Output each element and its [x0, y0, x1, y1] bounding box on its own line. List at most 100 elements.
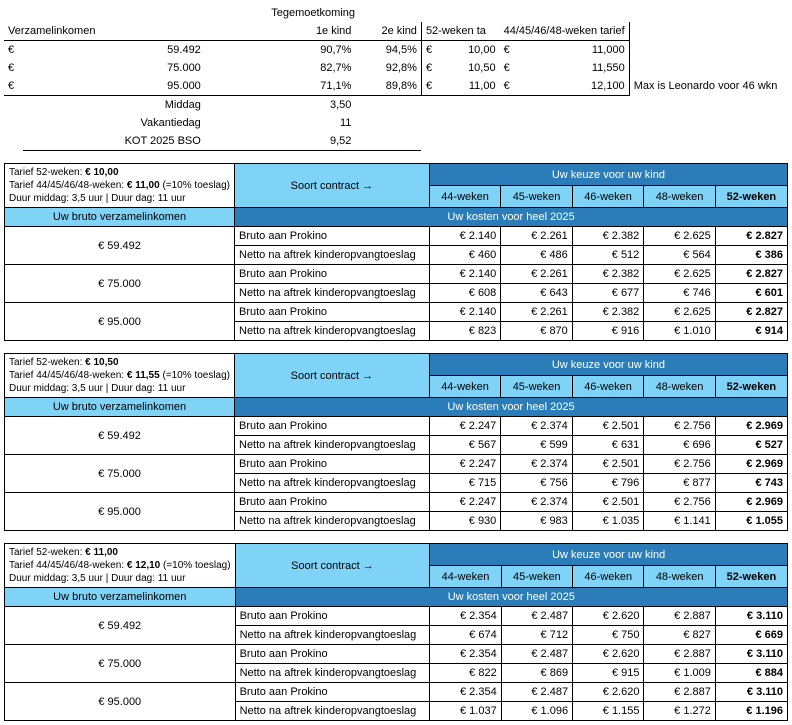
bruto-val: € 2.487 [501, 645, 572, 664]
bruto-val: € 2.382 [572, 303, 644, 322]
kosten-header: Uw kosten voor heel 2025 [235, 398, 788, 417]
t52-val: € 10,00 [85, 167, 118, 178]
bruto-label: Bruto aan Prokino [235, 265, 430, 284]
pct-2e: 92,8% [355, 59, 421, 77]
netto-val: € 869 [501, 664, 572, 683]
netto-label: Netto na aftrek kinderopvangtoeslag [235, 284, 430, 303]
extra-val: 9,52 [205, 132, 356, 151]
bruto-label: Bruto aan Prokino [235, 303, 430, 322]
col-header: 52-weken [715, 376, 787, 398]
bruto-val: € 2.887 [644, 607, 715, 626]
hdr-52t: 52-weken ta [421, 22, 499, 41]
income-cell: € 75.000 [5, 265, 235, 303]
pct-2e: 89,8% [355, 77, 421, 96]
bruto-val: € 2.140 [429, 303, 501, 322]
netto-val: € 827 [644, 626, 715, 645]
income-cell: € 95.000 [5, 303, 235, 341]
bruto-label: Bruto aan Prokino [235, 455, 430, 474]
netto-val: € 1.272 [644, 702, 715, 721]
cost-row: € 59.492Bruto aan Prokino€ 2.247€ 2.374€… [5, 417, 788, 436]
bruto-val: € 2.247 [429, 493, 501, 512]
tarief-52: 10,00 [441, 41, 500, 60]
netto-label: Netto na aftrek kinderopvangtoeslag [235, 436, 430, 455]
netto-val: € 715 [429, 474, 501, 493]
income-cell: € 95.000 [5, 683, 236, 721]
netto-val: € 914 [715, 322, 787, 341]
verz-header: Uw bruto verzamelinkomen [5, 208, 235, 227]
netto-val: € 884 [715, 664, 787, 683]
hdr-44t: 44/45/46/48-weken tarief [500, 22, 630, 41]
cost-table: Tarief 52-weken: € 11,00 Tarief 44/45/46… [4, 543, 788, 721]
bruto-val: € 2.140 [429, 227, 501, 246]
income: 59.492 [23, 41, 205, 60]
netto-val: € 870 [501, 322, 573, 341]
netto-val: € 756 [501, 474, 573, 493]
bruto-val: € 2.501 [572, 493, 644, 512]
netto-val: € 1.155 [573, 702, 644, 721]
bruto-val: € 2.756 [644, 455, 716, 474]
cost-row: € 95.000Bruto aan Prokino€ 2.140€ 2.261€… [5, 303, 788, 322]
t44-val: € 11,55 [127, 370, 160, 381]
netto-val: € 822 [430, 664, 501, 683]
note [629, 41, 788, 60]
bruto-val: € 2.374 [501, 493, 573, 512]
t52-label: Tarief 52-weken: [9, 547, 85, 558]
cost-row: € 95.000Bruto aan Prokino€ 2.247€ 2.374€… [5, 493, 788, 512]
currency: € [4, 77, 23, 96]
toeslag: (=10% toeslag) [160, 180, 230, 191]
bruto-val: € 2.620 [573, 607, 644, 626]
cost-row: € 59.492Bruto aan Prokino€ 2.140€ 2.261€… [5, 227, 788, 246]
bruto-val: € 2.625 [644, 265, 716, 284]
col-header: 46-weken [572, 376, 644, 398]
duur: Duur middag: 3,5 uur | Duur dag: 11 uur [9, 383, 185, 394]
currency: € [500, 77, 532, 96]
income-cell: € 75.000 [5, 455, 235, 493]
tarief-44: 12,100 [532, 77, 629, 96]
col-header: 45-weken [501, 566, 572, 588]
t44-val: € 12,10 [127, 560, 160, 571]
income: 95.000 [23, 77, 205, 96]
tarief-info: Tarief 52-weken: € 11,00 Tarief 44/45/46… [5, 544, 236, 588]
netto-val: € 564 [644, 246, 716, 265]
pct-1e: 82,7% [205, 59, 356, 77]
cost-table: Tarief 52-weken: € 10,50 Tarief 44/45/46… [4, 353, 788, 531]
bruto-val: € 3.110 [715, 607, 787, 626]
bruto-val: € 2.382 [572, 265, 644, 284]
netto-val: € 1.035 [572, 512, 644, 531]
cost-table: Tarief 52-weken: € 10,00 Tarief 44/45/46… [4, 163, 788, 341]
bruto-val: € 2.382 [572, 227, 644, 246]
bruto-val: € 2.501 [572, 417, 644, 436]
income-cell: € 95.000 [5, 493, 235, 531]
tarief-44: 11,000 [532, 41, 629, 60]
netto-val: € 486 [501, 246, 573, 265]
top-extra-row: Vakantiedag11 [4, 114, 788, 132]
pct-1e: 71,1% [205, 77, 356, 96]
col-header: 48-weken [644, 566, 715, 588]
t44-label: Tarief 44/45/46/48-weken: [9, 560, 127, 571]
bruto-val: € 2.969 [715, 417, 787, 436]
cost-row: € 75.000Bruto aan Prokino€ 2.354€ 2.487€… [5, 645, 788, 664]
income-cell: € 59.492 [5, 607, 236, 645]
keuze-header: Uw keuze voor uw kind [429, 164, 787, 186]
hdr-1e: 1e kind [205, 22, 356, 41]
netto-label: Netto na aftrek kinderopvangtoeslag [235, 626, 430, 645]
netto-val: € 750 [573, 626, 644, 645]
bruto-val: € 2.969 [715, 493, 787, 512]
netto-val: € 796 [572, 474, 644, 493]
bruto-val: € 2.140 [429, 265, 501, 284]
top-row: €75.00082,7%92,8%€10,50€11,550 [4, 59, 788, 77]
netto-val: € 696 [644, 436, 716, 455]
netto-label: Netto na aftrek kinderopvangtoeslag [235, 512, 430, 531]
cost-row: € 75.000Bruto aan Prokino€ 2.247€ 2.374€… [5, 455, 788, 474]
bruto-label: Bruto aan Prokino [235, 493, 430, 512]
netto-val: € 512 [572, 246, 644, 265]
soort-label: Soort contract → [235, 164, 430, 208]
netto-val: € 631 [572, 436, 644, 455]
netto-val: € 1.141 [644, 512, 716, 531]
t44-label: Tarief 44/45/46/48-weken: [9, 180, 127, 191]
bruto-val: € 2.354 [430, 645, 501, 664]
netto-val: € 915 [573, 664, 644, 683]
netto-val: € 386 [715, 246, 787, 265]
col-header: 48-weken [644, 186, 716, 208]
netto-val: € 677 [572, 284, 644, 303]
